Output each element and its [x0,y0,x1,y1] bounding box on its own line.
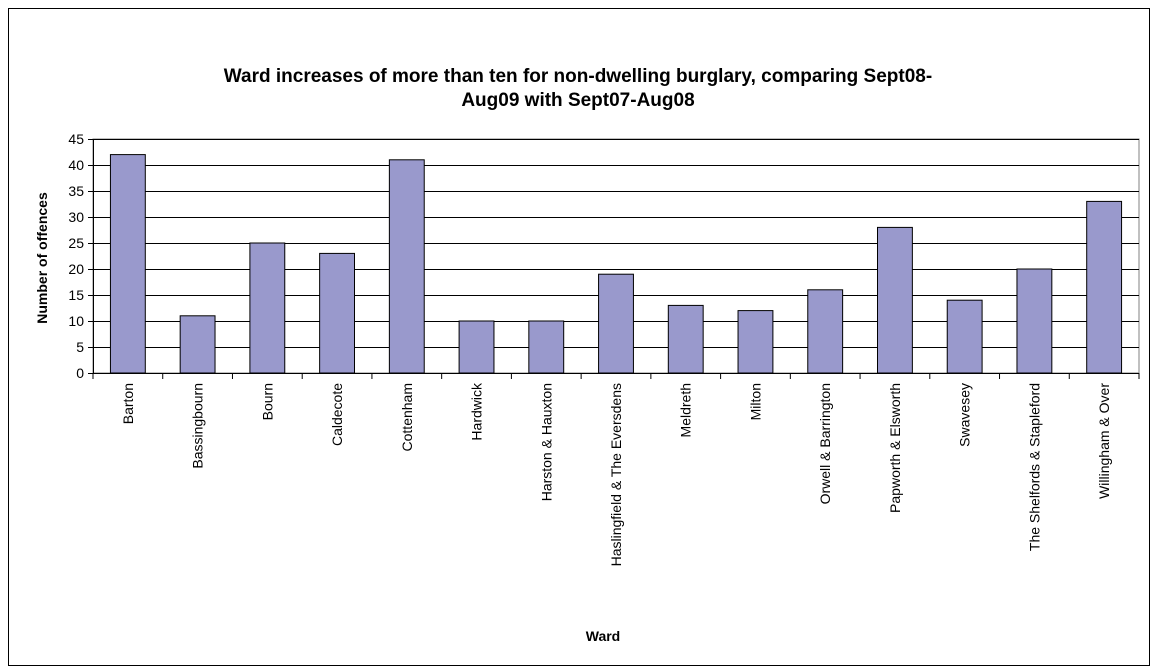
x-axis-title: Ward [586,628,620,644]
bar [598,273,634,374]
y-tick-label: 40 [68,157,84,173]
bar [807,289,844,374]
bar [109,154,146,374]
bar [249,242,286,374]
y-axis-title: Number of offences [34,192,50,324]
x-tick-label: Barton [120,383,136,424]
bar [667,304,704,374]
y-tick-label: 30 [68,209,84,225]
bar [737,310,774,374]
x-tick-label: Harston & Hauxton [538,383,554,501]
bar [946,299,983,374]
y-tick-label: 35 [68,183,84,199]
y-tick-label: 0 [76,365,84,381]
bar [179,315,216,374]
bar [319,252,355,374]
x-tick-label: Bourn [259,383,275,420]
bar [528,320,565,374]
x-tick-label: Hardwick [469,382,485,441]
chart-title-line-2: Aug09 with Sept07-Aug08 [461,90,694,111]
x-tick-label: The Shelfords & Stapleford [1026,383,1042,551]
chart-title-line-1: Ward increases of more than ten for non-… [224,66,932,87]
x-tick-label: Milton [747,383,763,420]
y-tick-label: 5 [76,339,84,355]
bar [877,226,913,374]
bar [1016,268,1053,374]
x-tick-label: Caldecote [329,383,345,446]
y-tick-label: 25 [68,235,84,251]
x-tick-label: Swavesey [957,383,973,447]
x-tick-label: Haslingfield & The Eversdens [608,383,624,566]
x-tick-label: Papworth & Elsworth [887,383,903,513]
x-tick-label: Meldreth [678,383,694,437]
x-tick-label: Bassingbourn [190,383,206,469]
x-tick-label: Cottenham [399,383,415,451]
x-tick-label: Willingham & Over [1096,383,1112,499]
bar [1086,200,1123,374]
bar [458,320,495,374]
y-tick-label: 10 [68,313,84,329]
y-tick-label: 45 [68,131,84,147]
bar [388,159,425,374]
y-tick-label: 15 [68,287,84,303]
x-tick-label: Orwell & Barrington [817,383,833,504]
plot-area: 0 5 10 15 20 25 30 35 40 45 Barton Bassingbourn Bour… [68,131,1140,566]
y-tick-label: 20 [68,261,84,277]
